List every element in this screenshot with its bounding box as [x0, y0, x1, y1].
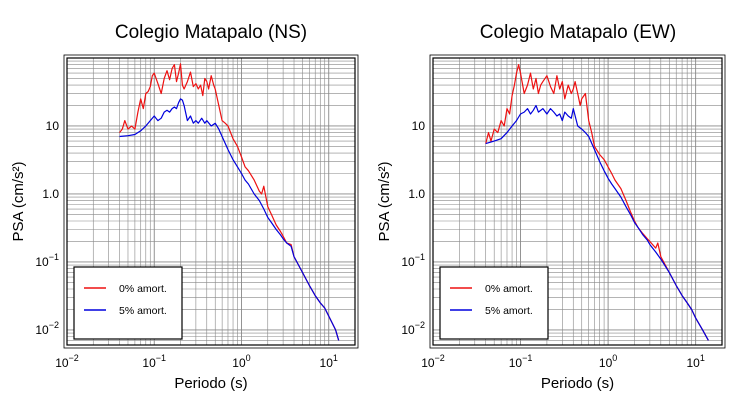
- series-line-0: [119, 63, 340, 341]
- plot-frame: [432, 57, 723, 346]
- legend: 0% amort. 5% amort.: [73, 266, 183, 340]
- y-tick-label: 1.0: [408, 187, 425, 201]
- plot-frame-outer: [63, 54, 359, 349]
- x-axis-label: Periodo (s): [541, 375, 614, 392]
- x-tick-label: 10−1: [142, 353, 166, 370]
- grid: [66, 57, 356, 346]
- plot-frame: [66, 57, 356, 346]
- y-tick-label: 10−2: [35, 320, 59, 337]
- chart-panel-0: 10−2 10−1 100 101 10−2 10−1 1.0 10 Colegio Matap…: [10, 22, 359, 392]
- y-tick-label: 10−1: [35, 252, 59, 269]
- series-line-1: [119, 98, 340, 341]
- x-tick-label: 10−1: [509, 353, 533, 370]
- legend-label-1: 5% amort.: [485, 305, 533, 317]
- y-tick-label: 10: [46, 119, 60, 133]
- chart-title: Colegio Matapalo (EW): [480, 22, 676, 43]
- y-tick-label: 1.0: [42, 187, 59, 201]
- legend-label-0: 0% amort.: [485, 283, 533, 295]
- chart-panel-1: 10−2 10−1 100 101 10−2 10−1 1.0 10 Colegio Matap…: [376, 22, 726, 392]
- x-tick-label: 100: [232, 353, 250, 370]
- legend: 0% amort. 5% amort.: [439, 266, 549, 340]
- chart-title: Colegio Matapalo (NS): [115, 22, 307, 43]
- y-tick-label: 10: [412, 119, 426, 133]
- x-tick-label: 10−2: [421, 353, 445, 370]
- legend-box: [73, 266, 183, 340]
- x-tick-label: 101: [320, 353, 338, 370]
- series-line-0: [485, 63, 709, 341]
- y-tick-label: 10−1: [401, 252, 425, 269]
- x-tick-label: 10−2: [55, 353, 79, 370]
- x-tick-label: 100: [599, 353, 617, 370]
- legend-label-0: 0% amort.: [119, 283, 167, 295]
- y-axis-label: PSA (cm/s²): [10, 161, 27, 241]
- x-tick-label: 101: [686, 353, 704, 370]
- y-axis-label: PSA (cm/s²): [376, 161, 393, 241]
- series-line-1: [485, 104, 709, 341]
- plot-frame-outer: [429, 54, 726, 349]
- x-axis-label: Periodo (s): [174, 375, 247, 392]
- y-tick-label: 10−2: [401, 320, 425, 337]
- legend-box: [439, 266, 549, 340]
- legend-label-1: 5% amort.: [119, 305, 167, 317]
